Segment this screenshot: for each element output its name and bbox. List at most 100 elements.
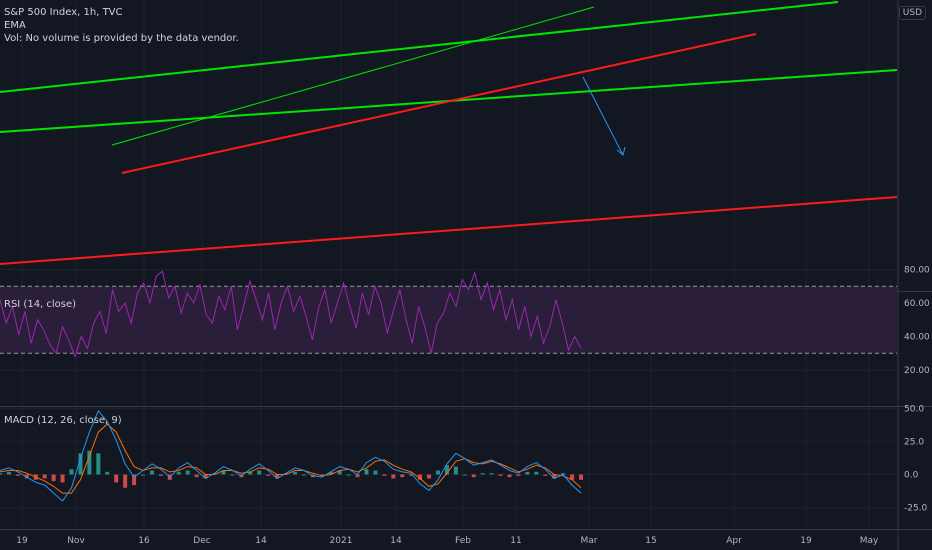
macd-histogram-bar <box>87 450 92 475</box>
projection-arrow <box>582 76 624 156</box>
x-tick-label: Mar <box>581 536 598 546</box>
rsi-tick-label: 40.00 <box>904 333 930 343</box>
macd-signal-line <box>0 423 582 494</box>
x-tick-label: Apr <box>726 536 742 546</box>
macd-histogram-bar <box>391 474 396 479</box>
main-legend: S&P 500 Index, 1h, TVC EMA Vol: No volum… <box>4 6 239 45</box>
x-tick-label: 19 <box>16 536 28 546</box>
green-thin-trend <box>111 6 595 146</box>
macd-histogram-bar <box>158 474 163 476</box>
x-tick-label: Feb <box>455 536 471 546</box>
macd-histogram-bar <box>346 474 351 476</box>
macd-histogram-bar <box>435 470 440 475</box>
macd-histogram-bar <box>6 471 11 475</box>
macd-histogram-bar <box>78 453 83 475</box>
macd-histogram-bar <box>489 473 494 475</box>
macd-histogram-bar <box>328 471 333 475</box>
macd-histogram-bar <box>257 470 262 475</box>
macd-histogram-bar <box>543 474 548 476</box>
x-tick-label: 19 <box>800 536 812 546</box>
macd-histogram-bar <box>373 470 378 475</box>
macd-legend: MACD (12, 26, close, 9) <box>4 415 122 426</box>
macd-histogram-bar <box>275 474 280 479</box>
macd-histogram-bar <box>427 474 432 479</box>
x-tick-label: 16 <box>138 536 150 546</box>
macd-histogram-bar <box>96 453 101 475</box>
macd-histogram-bar <box>400 474 405 478</box>
macd-histogram-bar <box>507 474 512 478</box>
x-tick-label: 2021 <box>330 536 353 546</box>
macd-histogram-bar <box>418 474 423 480</box>
macd-histogram-bar <box>552 474 557 479</box>
macd-histogram-bar <box>132 474 137 486</box>
macd-histogram-bar <box>471 474 476 478</box>
macd-histogram-bar <box>579 474 583 480</box>
macd-histogram-bar <box>561 473 566 475</box>
macd-histogram-bar <box>212 473 217 475</box>
macd-histogram-bar <box>230 474 235 476</box>
macd-line <box>0 409 582 502</box>
projection-arrowhead <box>616 146 626 156</box>
red-long-trend <box>0 196 898 265</box>
red-rising-trend <box>121 33 757 174</box>
x-tick-label: 15 <box>645 536 656 546</box>
macd-histogram-bar <box>355 474 360 478</box>
macd-histogram-bar <box>292 471 297 475</box>
rsi-legend: RSI (14, close) <box>4 299 77 310</box>
x-tick-label: 11 <box>510 536 521 546</box>
macd-histogram-bar <box>51 474 56 482</box>
x-tick-label: May <box>860 536 879 546</box>
macd-tick-label: 25.0 <box>904 437 924 447</box>
volume-note: Vol: No volume is provided by the data v… <box>4 33 239 44</box>
macd-histogram-bar <box>24 474 29 479</box>
macd-histogram-bar <box>382 474 387 476</box>
macd-histogram-bar <box>248 471 253 475</box>
macd-histogram-bar <box>149 470 154 475</box>
macd-histogram-bar <box>42 474 47 479</box>
macd-tick-label: -25.0 <box>904 504 928 514</box>
macd-histogram-bar <box>319 474 324 476</box>
macd-histogram-bar <box>525 471 530 475</box>
macd-histogram-bar <box>444 465 449 475</box>
macd-histogram-bar <box>105 471 110 475</box>
macd-histogram-bar <box>60 474 65 483</box>
symbol-title: S&P 500 Index, 1h, TVC <box>4 7 123 18</box>
green-channel-top <box>0 1 839 93</box>
macd-histogram-bar <box>462 474 467 476</box>
x-tick-label: Nov <box>67 536 85 546</box>
macd-histogram-bar <box>114 474 119 483</box>
macd-histogram-bar <box>480 473 485 475</box>
macd-histogram-bar <box>203 474 208 479</box>
macd-histogram-bar <box>141 474 146 476</box>
macd-histogram-bar <box>176 471 181 475</box>
macd-histogram-bar <box>337 470 342 475</box>
rsi-line <box>0 270 582 359</box>
x-tick-label: Dec <box>193 536 210 546</box>
x-tick-label: 14 <box>255 536 267 546</box>
macd-histogram-bar <box>409 474 414 476</box>
macd-histogram-bar <box>364 469 369 475</box>
macd-tick-label: 50.0 <box>904 404 924 414</box>
x-tick-label: 14 <box>390 536 402 546</box>
macd-histogram-bar <box>534 471 539 475</box>
macd-histogram-bar <box>185 470 190 475</box>
macd-histogram-bar <box>301 474 306 476</box>
macd-histogram-bar <box>266 474 271 476</box>
rsi-tick-label: 20.00 <box>904 366 930 376</box>
macd-histogram-bar <box>69 469 74 475</box>
macd-histogram-bar <box>284 473 289 475</box>
macd-histogram-bar <box>194 474 199 478</box>
rsi-tick-label: 80.00 <box>904 265 930 275</box>
macd-histogram-bar <box>516 474 521 476</box>
macd-histogram-bar <box>0 473 2 475</box>
rsi-tick-label: 60.00 <box>904 299 930 309</box>
macd-histogram-bar <box>221 470 226 475</box>
macd-histogram-bar <box>453 466 458 475</box>
macd-histogram-bar <box>15 474 20 476</box>
macd-histogram-bar <box>570 474 575 480</box>
currency-button[interactable]: USD <box>898 6 926 20</box>
macd-tick-label: 0.0 <box>904 471 919 481</box>
